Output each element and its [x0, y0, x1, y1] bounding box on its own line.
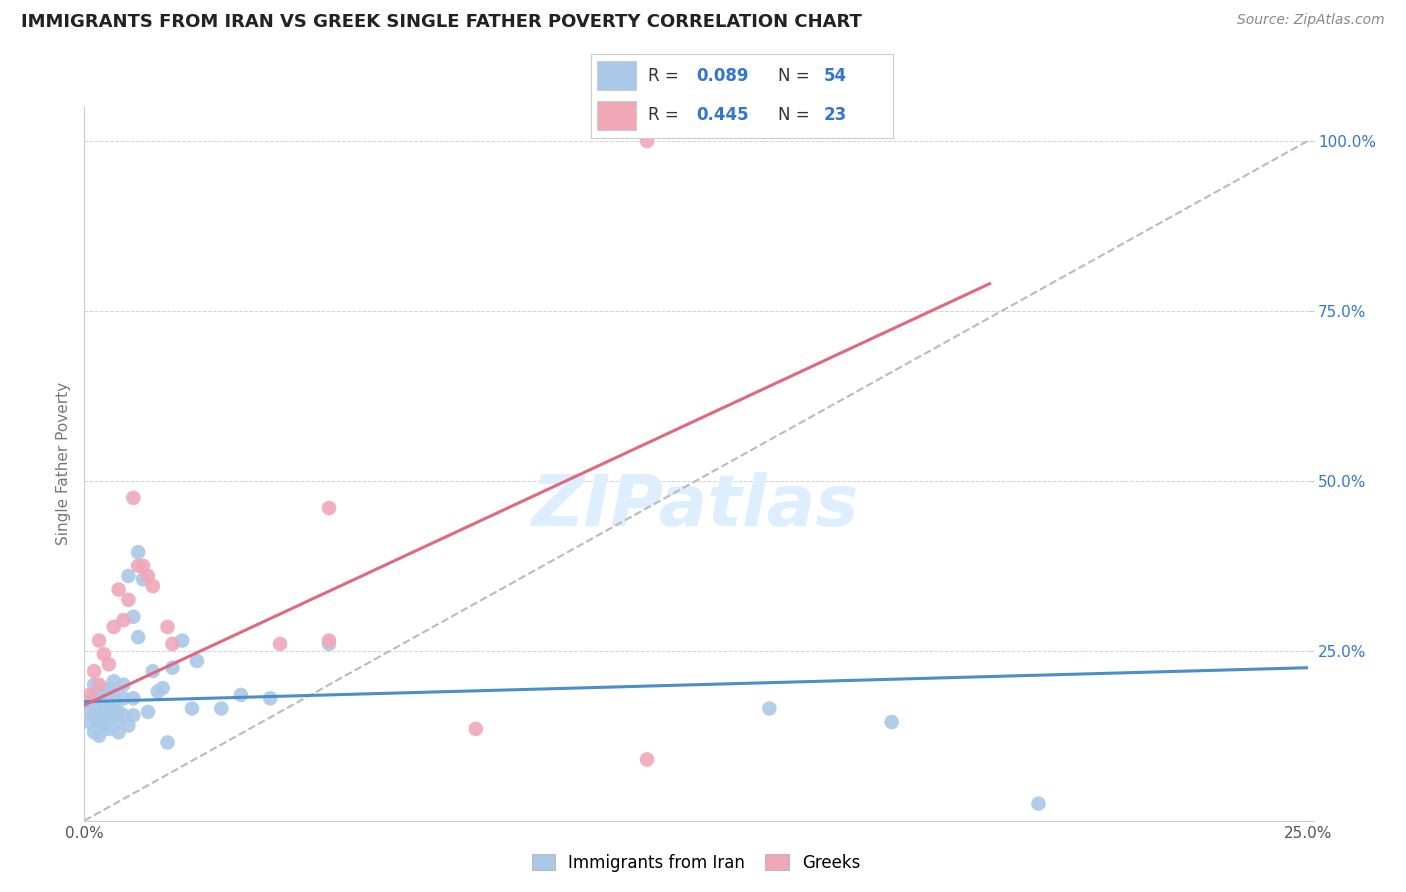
- Point: [93, 705, 115, 719]
- Text: 23: 23: [824, 106, 846, 124]
- Point: [77, 688, 100, 702]
- Point: [97, 681, 120, 695]
- Point: [152, 681, 174, 695]
- Point: [146, 684, 169, 698]
- Point: [127, 630, 149, 644]
- Point: [103, 674, 125, 689]
- Point: [87, 678, 110, 692]
- Point: [112, 678, 135, 692]
- Point: [1028, 797, 1050, 811]
- Point: [136, 705, 159, 719]
- Point: [97, 688, 120, 702]
- Text: 0.089: 0.089: [696, 67, 749, 85]
- Point: [132, 573, 155, 587]
- Point: [181, 701, 204, 715]
- Point: [83, 725, 105, 739]
- Point: [156, 620, 179, 634]
- Point: [117, 592, 139, 607]
- Point: [97, 698, 120, 712]
- Point: [132, 558, 155, 573]
- Point: [127, 558, 149, 573]
- Point: [464, 722, 486, 736]
- Point: [162, 637, 184, 651]
- Point: [83, 691, 105, 706]
- Text: Source: ZipAtlas.com: Source: ZipAtlas.com: [1237, 13, 1385, 28]
- Point: [93, 695, 115, 709]
- Point: [162, 661, 184, 675]
- Point: [112, 691, 135, 706]
- Point: [93, 718, 115, 732]
- Point: [758, 701, 780, 715]
- Point: [87, 688, 110, 702]
- Point: [103, 620, 125, 634]
- Point: [77, 705, 100, 719]
- Point: [107, 725, 129, 739]
- Point: [117, 569, 139, 583]
- Point: [107, 715, 129, 730]
- Point: [103, 688, 125, 702]
- Point: [122, 491, 145, 505]
- Point: [83, 678, 105, 692]
- Point: [269, 637, 291, 651]
- Point: [93, 684, 115, 698]
- Point: [209, 701, 232, 715]
- Point: [83, 708, 105, 723]
- Point: [318, 633, 340, 648]
- Point: [87, 715, 110, 730]
- Point: [93, 647, 115, 661]
- Point: [318, 637, 340, 651]
- FancyBboxPatch shape: [596, 62, 636, 90]
- Text: N =: N =: [778, 106, 815, 124]
- Point: [122, 691, 145, 706]
- Point: [103, 698, 125, 712]
- Point: [77, 695, 100, 709]
- Text: ZIPatlas: ZIPatlas: [533, 472, 859, 541]
- Point: [103, 708, 125, 723]
- Text: 0.445: 0.445: [696, 106, 749, 124]
- Point: [87, 701, 110, 715]
- Point: [117, 718, 139, 732]
- Point: [77, 715, 100, 730]
- Point: [172, 633, 194, 648]
- Point: [156, 735, 179, 749]
- Text: 54: 54: [824, 67, 846, 85]
- Point: [112, 613, 135, 627]
- Point: [229, 688, 252, 702]
- Point: [142, 664, 165, 678]
- Point: [97, 722, 120, 736]
- Point: [122, 609, 145, 624]
- Point: [112, 708, 135, 723]
- Point: [122, 708, 145, 723]
- Text: R =: R =: [648, 106, 683, 124]
- Text: R =: R =: [648, 67, 683, 85]
- Point: [97, 708, 120, 723]
- Point: [636, 752, 658, 766]
- Point: [636, 134, 658, 148]
- Point: [87, 633, 110, 648]
- Point: [136, 569, 159, 583]
- Point: [186, 654, 208, 668]
- Point: [127, 545, 149, 559]
- Point: [83, 664, 105, 678]
- Point: [880, 715, 903, 730]
- Y-axis label: Single Father Poverty: Single Father Poverty: [56, 383, 72, 545]
- Point: [107, 705, 129, 719]
- Legend: Immigrants from Iran, Greeks: Immigrants from Iran, Greeks: [523, 846, 869, 880]
- Text: IMMIGRANTS FROM IRAN VS GREEK SINGLE FATHER POVERTY CORRELATION CHART: IMMIGRANTS FROM IRAN VS GREEK SINGLE FAT…: [21, 13, 862, 31]
- FancyBboxPatch shape: [596, 101, 636, 130]
- Text: N =: N =: [778, 67, 815, 85]
- Point: [259, 691, 281, 706]
- Point: [318, 501, 340, 516]
- Point: [97, 657, 120, 672]
- Point: [107, 582, 129, 597]
- Point: [87, 729, 110, 743]
- Point: [142, 579, 165, 593]
